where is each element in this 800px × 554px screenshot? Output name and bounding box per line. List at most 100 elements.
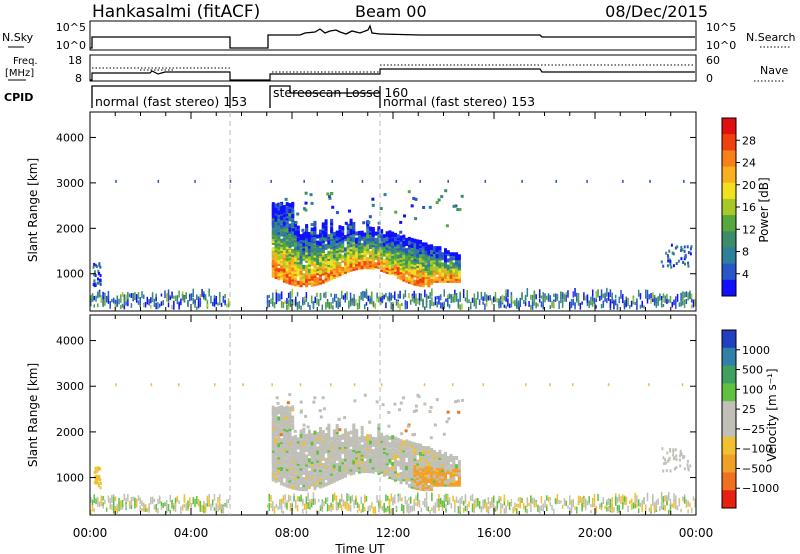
beam-label: Beam 00 xyxy=(355,2,427,21)
echo-cell xyxy=(211,503,214,508)
echo-cell xyxy=(313,269,317,274)
echo-cell xyxy=(335,465,339,470)
echo-cell xyxy=(302,483,306,488)
echo-cell xyxy=(280,246,284,251)
echo-cell xyxy=(455,276,459,281)
echo-cell xyxy=(280,214,284,219)
echo-cell xyxy=(405,264,409,269)
echo-cell xyxy=(388,473,392,478)
echo-cell xyxy=(385,449,389,454)
echo-cell xyxy=(288,425,292,430)
echo-cell xyxy=(410,482,414,487)
echo-cell xyxy=(346,454,350,459)
echo-cell xyxy=(94,480,97,484)
echo-cell xyxy=(369,255,373,260)
echo-cell xyxy=(203,500,205,506)
echo-cell xyxy=(435,474,439,479)
nsearch-label: N.Search xyxy=(746,31,796,44)
echo-cell xyxy=(435,462,439,467)
echo-cell xyxy=(118,298,120,305)
echo-cell xyxy=(97,291,99,299)
echo-cell xyxy=(360,509,362,514)
echo-cell xyxy=(271,461,275,466)
echo-cell xyxy=(435,270,439,275)
echo-cell xyxy=(349,249,353,254)
echo-cell xyxy=(407,277,411,282)
echo-cell xyxy=(427,244,431,249)
echo-cell xyxy=(332,254,336,259)
echo-cell xyxy=(349,267,353,272)
echo-cell xyxy=(570,301,573,306)
echo-cell xyxy=(407,469,411,474)
echo-cell xyxy=(458,208,462,212)
echo-cell xyxy=(296,466,300,471)
echo-cell xyxy=(369,448,373,453)
echo-cell xyxy=(288,416,292,421)
echo-cell xyxy=(579,302,582,310)
echo-cell xyxy=(424,275,428,280)
echo-cell xyxy=(282,410,286,415)
echo-cell xyxy=(352,450,356,455)
echo-cell xyxy=(310,437,314,442)
echo-cell xyxy=(366,261,370,266)
echo-cell xyxy=(299,281,303,286)
echo-cell xyxy=(374,264,378,269)
echo-cell xyxy=(421,472,425,477)
echo-cell xyxy=(287,305,290,310)
echo-cell xyxy=(435,276,439,281)
echo-cell xyxy=(485,301,488,307)
echo-cell xyxy=(428,205,432,209)
echo-cell xyxy=(352,460,356,465)
echo-cell xyxy=(341,266,345,271)
echo-cell xyxy=(355,428,359,433)
echo-cell xyxy=(452,204,456,208)
echo-cell xyxy=(421,256,425,261)
echo-cell xyxy=(288,205,292,210)
echo-cell xyxy=(282,474,286,479)
echo-cell xyxy=(285,259,289,264)
echo-cell xyxy=(380,243,384,248)
echo-cell xyxy=(344,501,347,509)
echo-cell xyxy=(97,281,100,285)
echo-cell xyxy=(282,221,286,226)
echo-cell xyxy=(468,299,470,304)
echo-cell xyxy=(356,502,359,509)
echo-cell xyxy=(302,279,306,284)
echo-cell xyxy=(415,502,417,506)
echo-cell xyxy=(197,499,200,507)
echo-cell xyxy=(335,267,339,272)
echo-cell xyxy=(402,261,406,266)
echo-cell xyxy=(302,232,306,237)
echo-cell xyxy=(405,445,409,450)
echo-cell xyxy=(285,273,289,278)
echo-cell xyxy=(385,455,389,460)
echo-cell xyxy=(353,399,357,403)
echo-cell xyxy=(274,217,278,222)
echo-cell xyxy=(570,304,573,308)
time-axis-label: Time UT xyxy=(334,542,385,554)
echo-cell xyxy=(335,273,339,278)
echo-cell xyxy=(356,509,359,513)
echo-cell xyxy=(310,464,314,469)
echo-cell xyxy=(321,446,325,451)
echo-cell xyxy=(271,436,275,441)
echo-cell xyxy=(388,460,392,465)
echo-cell xyxy=(277,430,281,435)
echo-cell xyxy=(388,263,392,268)
echo-cell xyxy=(327,433,331,438)
echo-cell xyxy=(371,296,373,301)
echo-cell xyxy=(371,502,373,506)
echo-cell xyxy=(416,473,420,478)
echo-cell xyxy=(438,453,442,458)
echo-cell xyxy=(274,258,278,263)
echo-cell xyxy=(310,498,313,505)
echo-cell xyxy=(338,443,342,448)
echo-cell xyxy=(305,458,309,463)
echo-cell xyxy=(280,479,284,484)
echo-cell xyxy=(459,304,461,310)
echo-cell xyxy=(280,205,284,210)
echo-cell xyxy=(366,238,370,243)
echo-cell xyxy=(402,234,406,239)
echo-cell xyxy=(291,405,295,410)
colorbar-tick-label: 16 xyxy=(742,201,756,214)
